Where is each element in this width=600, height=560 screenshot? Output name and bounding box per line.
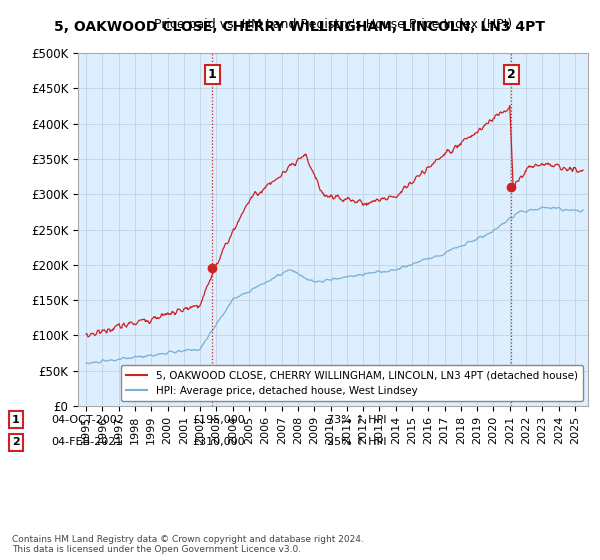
Text: 2: 2: [507, 68, 515, 81]
Text: 25% ↑ HPI: 25% ↑ HPI: [327, 437, 386, 447]
Text: £195,000: £195,000: [192, 415, 245, 425]
Text: 04-OCT-2002: 04-OCT-2002: [51, 415, 124, 425]
Text: 5, OAKWOOD CLOSE, CHERRY WILLINGHAM, LINCOLN, LN3 4PT: 5, OAKWOOD CLOSE, CHERRY WILLINGHAM, LIN…: [55, 20, 545, 34]
Title: Price paid vs. HM Land Registry's House Price Index (HPI): Price paid vs. HM Land Registry's House …: [154, 18, 512, 31]
Text: 1: 1: [12, 415, 20, 425]
Text: £310,000: £310,000: [192, 437, 245, 447]
Text: 2: 2: [12, 437, 20, 447]
Legend: 5, OAKWOOD CLOSE, CHERRY WILLINGHAM, LINCOLN, LN3 4PT (detached house), HPI: Ave: 5, OAKWOOD CLOSE, CHERRY WILLINGHAM, LIN…: [121, 365, 583, 401]
Text: Contains HM Land Registry data © Crown copyright and database right 2024.
This d: Contains HM Land Registry data © Crown c…: [12, 535, 364, 554]
Text: 73% ↑ HPI: 73% ↑ HPI: [327, 415, 386, 425]
Text: 04-FEB-2021: 04-FEB-2021: [51, 437, 122, 447]
Text: 1: 1: [208, 68, 217, 81]
